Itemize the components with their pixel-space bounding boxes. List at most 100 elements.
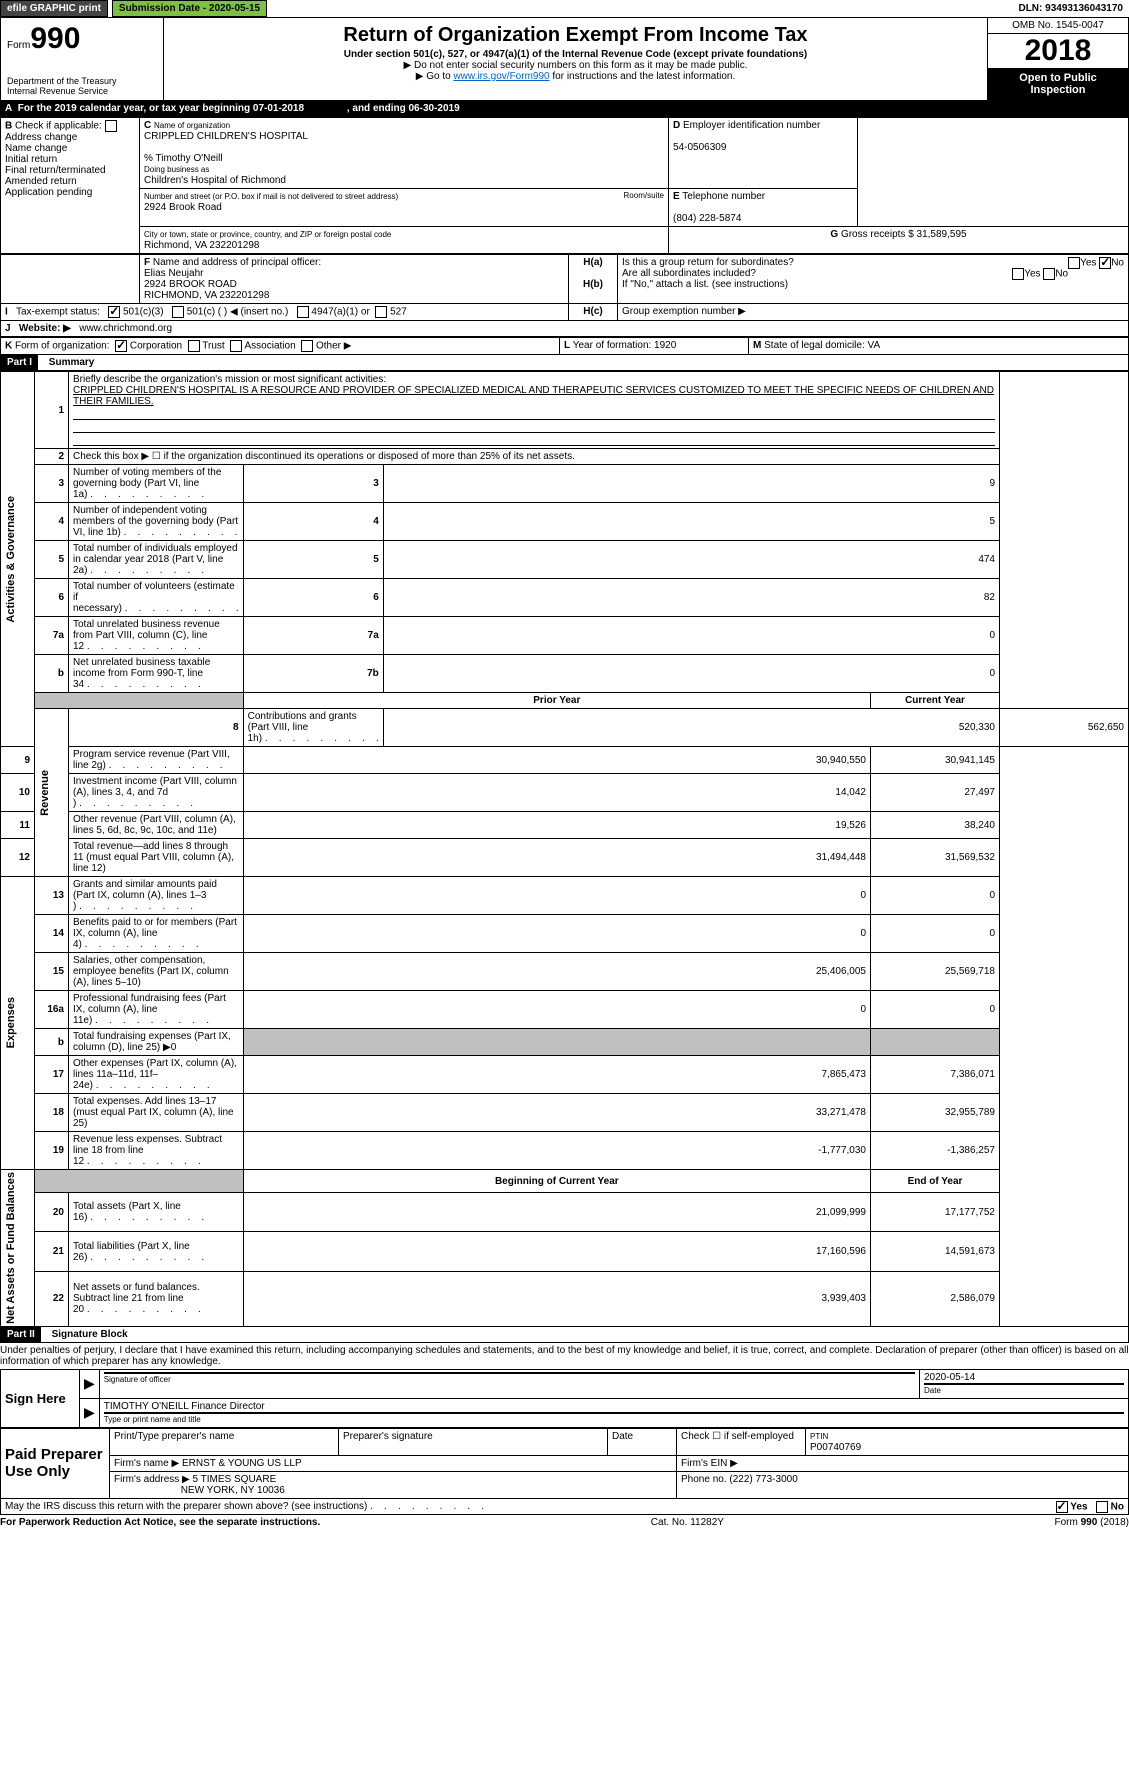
irs-link[interactable]: www.irs.gov/Form990 [453,71,549,82]
firm-name-label: Firm's name ▶ [114,1458,179,1469]
street-addr: 2924 Brook Road [144,202,222,213]
letter-f: F [144,257,150,268]
line-a-text: For the 2019 calendar year, or tax year … [18,103,304,114]
footer-mid: Cat. No. 11282Y [651,1517,724,1528]
room-label: Room/suite [624,191,664,200]
line17: Other expenses (Part IX, column (A), lin… [69,1056,244,1094]
hb-no[interactable] [1043,268,1055,280]
mission-line1 [73,407,995,420]
line9: Program service revenue (Part VIII, line… [69,747,244,774]
letter-m: M [753,340,761,351]
val10c: 27,497 [871,774,1000,812]
firm-city: NEW YORK, NY 10036 [181,1485,285,1496]
line-a: A For the 2019 calendar year, or tax yea… [0,101,1129,117]
val12p: 31,494,448 [243,839,870,877]
sign-date: 2020-05-14 [924,1372,975,1383]
line16b: Total fundraising expenses (Part IX, col… [69,1029,244,1056]
note-goto: ▶ Go to www.irs.gov/Form990 for instruct… [170,71,981,82]
val5: 474 [383,541,999,579]
line10: Investment income (Part VIII, column (A)… [69,774,244,812]
part2-title: Part II [1,1327,41,1342]
side-net: Net Assets or Fund Balances [5,1172,17,1324]
line20: Total assets (Part X, line 16) [69,1193,244,1232]
top-bar: efile GRAPHIC print Submission Date - 20… [0,0,1129,17]
addr-label: Number and street (or P.O. box if mail i… [144,192,398,201]
paid-label: Paid Preparer Use Only [1,1428,110,1498]
line7a: Total unrelated business revenue from Pa… [69,617,244,655]
val14c: 0 [871,915,1000,953]
line11: Other revenue (Part VIII, column (A), li… [69,812,244,839]
e-label: Telephone number [682,191,765,202]
form-990: 990 [30,22,80,55]
val19p: -1,777,030 [243,1132,870,1170]
letter-hb: H(b) [583,279,603,290]
checkbox-applicable[interactable] [105,120,117,132]
val8c: 562,650 [1000,709,1129,747]
line22: Net assets or fund balances. Subtract li… [69,1271,244,1326]
k-trust[interactable] [188,340,200,352]
i-opt1: 501(c) ( ) ◀ (insert no.) [187,307,289,318]
name-title-label: Type or print name and title [104,1415,201,1424]
officer-name: Elias Neujahr [144,268,203,279]
i-501c[interactable] [172,306,184,318]
discuss-no: No [1111,1501,1124,1512]
line15: Salaries, other compensation, employee b… [69,953,244,991]
phone: (804) 228-5874 [673,213,741,224]
discuss-no-cb[interactable] [1096,1501,1108,1513]
val13p: 0 [243,877,870,915]
officer-sig-name: TIMOTHY O'NEILL Finance Director [104,1401,265,1412]
line12: Total revenue—add lines 8 through 11 (mu… [69,839,244,877]
summary-table: Activities & Governance 1 Briefly descri… [0,371,1129,1327]
val16ac: 0 [871,991,1000,1029]
officer-addr: 2924 BROOK ROAD [144,279,237,290]
val10p: 14,042 [243,774,870,812]
b-initial: Initial return [5,154,57,165]
val11c: 38,240 [871,812,1000,839]
footer-right: Form 990 (2018) [1055,1517,1129,1528]
hb-yes[interactable] [1012,268,1024,280]
line2: Check this box ▶ ☐ if the organization d… [69,449,1000,465]
val13c: 0 [871,877,1000,915]
goto-suffix: for instructions and the latest informat… [550,71,736,82]
k-opt3: Other ▶ [316,341,351,352]
b-label: Check if applicable: [15,121,102,132]
letter-j: J [5,323,11,334]
letter-ha: H(a) [583,257,602,268]
i-opt3: 527 [390,307,407,318]
website: www.chrichmond.org [79,323,172,334]
i-527[interactable] [375,306,387,318]
k-corp[interactable] [115,340,127,352]
form-subtitle: Under section 501(c), 527, or 4947(a)(1)… [170,49,981,60]
firm-name: ERNST & YOUNG US LLP [182,1458,302,1469]
line13: Grants and similar amounts paid (Part IX… [69,877,244,915]
part1-title: Part I [1,355,38,370]
val7a: 0 [383,617,999,655]
k-opt0: Corporation [130,341,182,352]
i-4947[interactable] [297,306,309,318]
submission-date: Submission Date - 2020-05-15 [112,0,267,17]
ha-no[interactable] [1099,257,1111,269]
val9p: 30,940,550 [243,747,870,774]
form-prefix: Form [7,40,30,51]
hdr-prior: Prior Year [243,693,870,709]
i-501c3[interactable] [108,306,120,318]
tax-year: 2018 [988,34,1128,68]
form-title: Return of Organization Exempt From Incom… [170,24,981,47]
ha-yes[interactable] [1068,257,1080,269]
discuss-yes-cb[interactable] [1056,1501,1068,1513]
line8: Contributions and grants (Part VIII, lin… [243,709,383,747]
mission-label: Briefly describe the organization's miss… [73,374,386,385]
line21: Total liabilities (Part X, line 26) [69,1232,244,1271]
sign-here: Sign Here [1,1369,80,1427]
efile-button[interactable]: efile GRAPHIC print [0,0,108,17]
val19c: -1,386,257 [871,1132,1000,1170]
goto-prefix: ▶ Go to [416,71,454,82]
k-assoc[interactable] [230,340,242,352]
year-formation: Year of formation: 1920 [573,340,677,351]
letter-g: G [830,229,838,240]
fh-grid: F Name and address of principal officer:… [0,254,1129,337]
omb-number: OMB No. 1545-0047 [988,18,1128,34]
officer-city: RICHMOND, VA 232201298 [144,290,269,301]
k-other[interactable] [301,340,313,352]
discuss-yes: Yes [1070,1501,1087,1512]
